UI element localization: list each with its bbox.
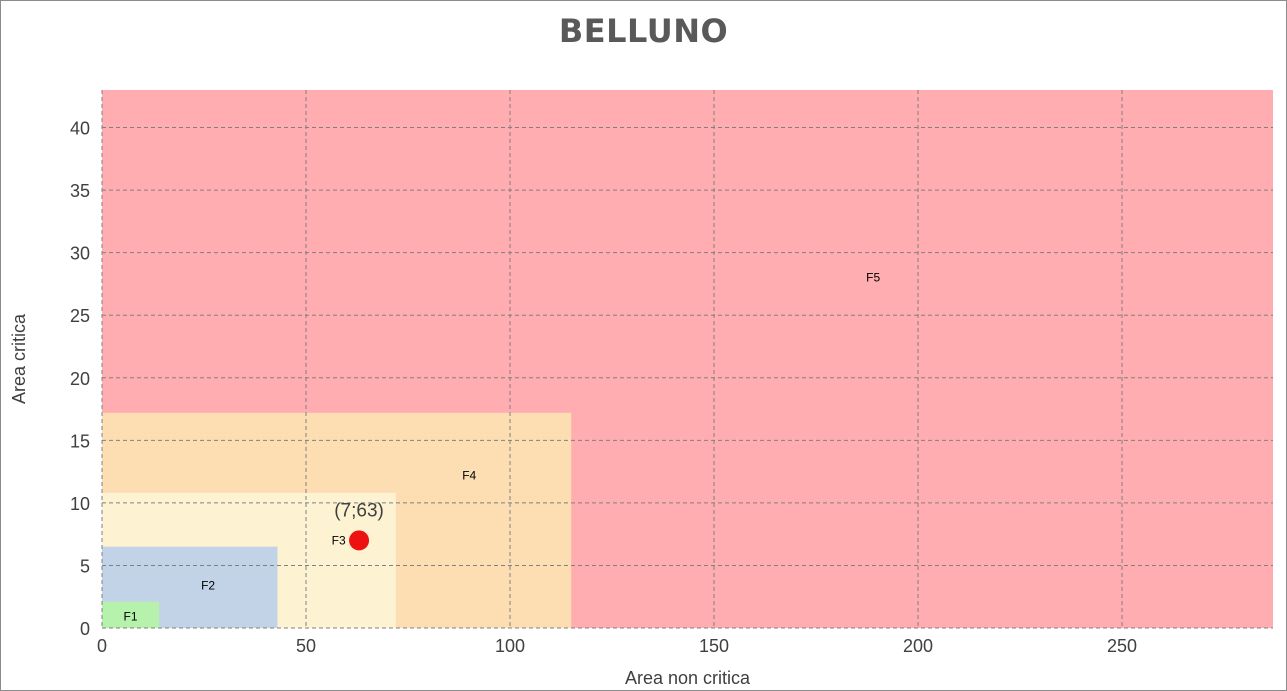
y-tick-label: 10: [70, 494, 90, 514]
region-label-f3: F3: [332, 533, 346, 547]
y-tick-label: 25: [70, 306, 90, 326]
x-tick-label: 0: [97, 636, 107, 656]
x-tick-label: 250: [1107, 636, 1137, 656]
y-tick-label: 15: [70, 431, 90, 451]
region-label-f1: F1: [124, 610, 138, 624]
chart-title: BELLUNO: [558, 12, 729, 50]
y-tick-label: 20: [70, 369, 90, 389]
x-tick-label: 50: [296, 636, 316, 656]
region-label-f5: F5: [866, 271, 880, 285]
x-tick-label: 200: [903, 636, 933, 656]
data-point-label: (7;63): [334, 500, 384, 521]
region-label-f2: F2: [201, 578, 215, 592]
y-tick-label: 35: [70, 181, 90, 201]
region-label-f4: F4: [462, 468, 476, 482]
y-tick-label: 5: [80, 556, 90, 576]
y-tick-label: 0: [80, 619, 90, 639]
y-axis-label: Area critica: [9, 313, 29, 404]
y-tick-label: 30: [70, 244, 90, 264]
region-f1: [102, 601, 160, 628]
x-axis-label: Area non critica: [625, 668, 751, 688]
data-point: [349, 530, 370, 551]
x-tick-label: 100: [495, 636, 525, 656]
y-tick-label: 40: [70, 119, 90, 139]
x-tick-label: 150: [699, 636, 729, 656]
